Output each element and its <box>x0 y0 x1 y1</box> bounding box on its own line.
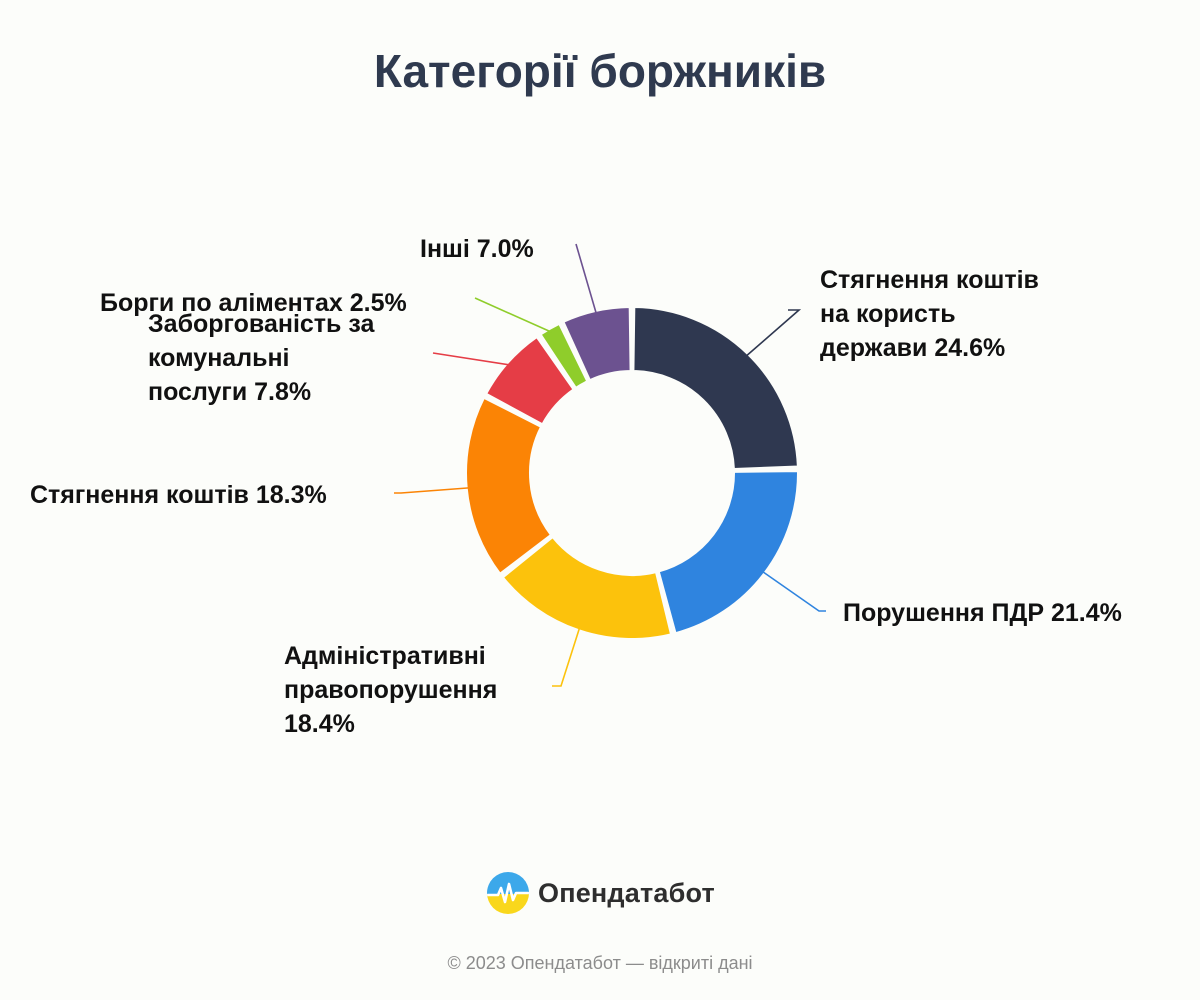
donut-slice <box>501 536 673 640</box>
leader-line <box>394 486 471 494</box>
donut-slice <box>632 306 799 471</box>
slice-label-line: послуги 7.8% <box>148 378 311 406</box>
labels-layer: Стягнення коштів на користь держави 24.6% П… <box>30 235 1122 738</box>
slice-label-line: на користь <box>820 300 956 328</box>
slices-layer <box>465 306 799 640</box>
slice-label: Стягнення коштів 18.3% <box>30 481 327 509</box>
leader-line <box>575 243 598 316</box>
brand-footer: Опендатабот <box>486 870 715 916</box>
slice-label-line: Борги по аліментах 2.5% <box>100 289 407 317</box>
brand-name: Опендатабот <box>538 877 715 908</box>
leader-line <box>432 352 512 366</box>
slice-label-line: Порушення ПДР 21.4% <box>843 599 1122 627</box>
slice-label-line: Стягнення коштів 18.3% <box>30 481 327 509</box>
slice-label-line: держави 24.6% <box>820 334 1005 362</box>
slice-label-line: 18.4% <box>284 710 355 738</box>
donut-slice <box>657 470 799 635</box>
leader-line <box>760 570 826 612</box>
slice-label: Стягнення коштів на користь держави 24.6% <box>820 266 1039 362</box>
copyright-text: © 2023 Опендатабот — відкриті дані <box>447 953 753 973</box>
slice-label: Порушення ПДР 21.4% <box>843 599 1122 627</box>
leader-line <box>552 626 581 687</box>
donut-slice <box>485 336 575 426</box>
slice-label-line: Інші 7.0% <box>420 235 534 263</box>
donut-slice <box>562 306 632 382</box>
leader-lines-layer <box>394 243 826 687</box>
leader-line <box>474 297 553 334</box>
leader-line <box>744 309 802 358</box>
chart-title: Категорії боржників <box>373 45 827 97</box>
slice-label: Інші 7.0% <box>420 235 534 263</box>
slice-label-line: Стягнення коштів <box>820 266 1039 294</box>
slice-label-line: Адміністративні <box>284 642 486 670</box>
slice-label: Борги по аліментах 2.5% <box>100 289 407 317</box>
slice-label-line: Заборгованість за <box>148 310 375 338</box>
opendatabot-logo-icon <box>487 872 529 914</box>
slice-label: Адміністративні правопорушення 18.4% <box>284 642 497 738</box>
donut-slice <box>465 396 552 575</box>
slice-label-line: правопорушення <box>284 676 497 704</box>
slice-label: Заборгованість за комунальні послуги 7.8% <box>148 310 375 406</box>
slice-label-line: комунальні <box>148 344 290 372</box>
